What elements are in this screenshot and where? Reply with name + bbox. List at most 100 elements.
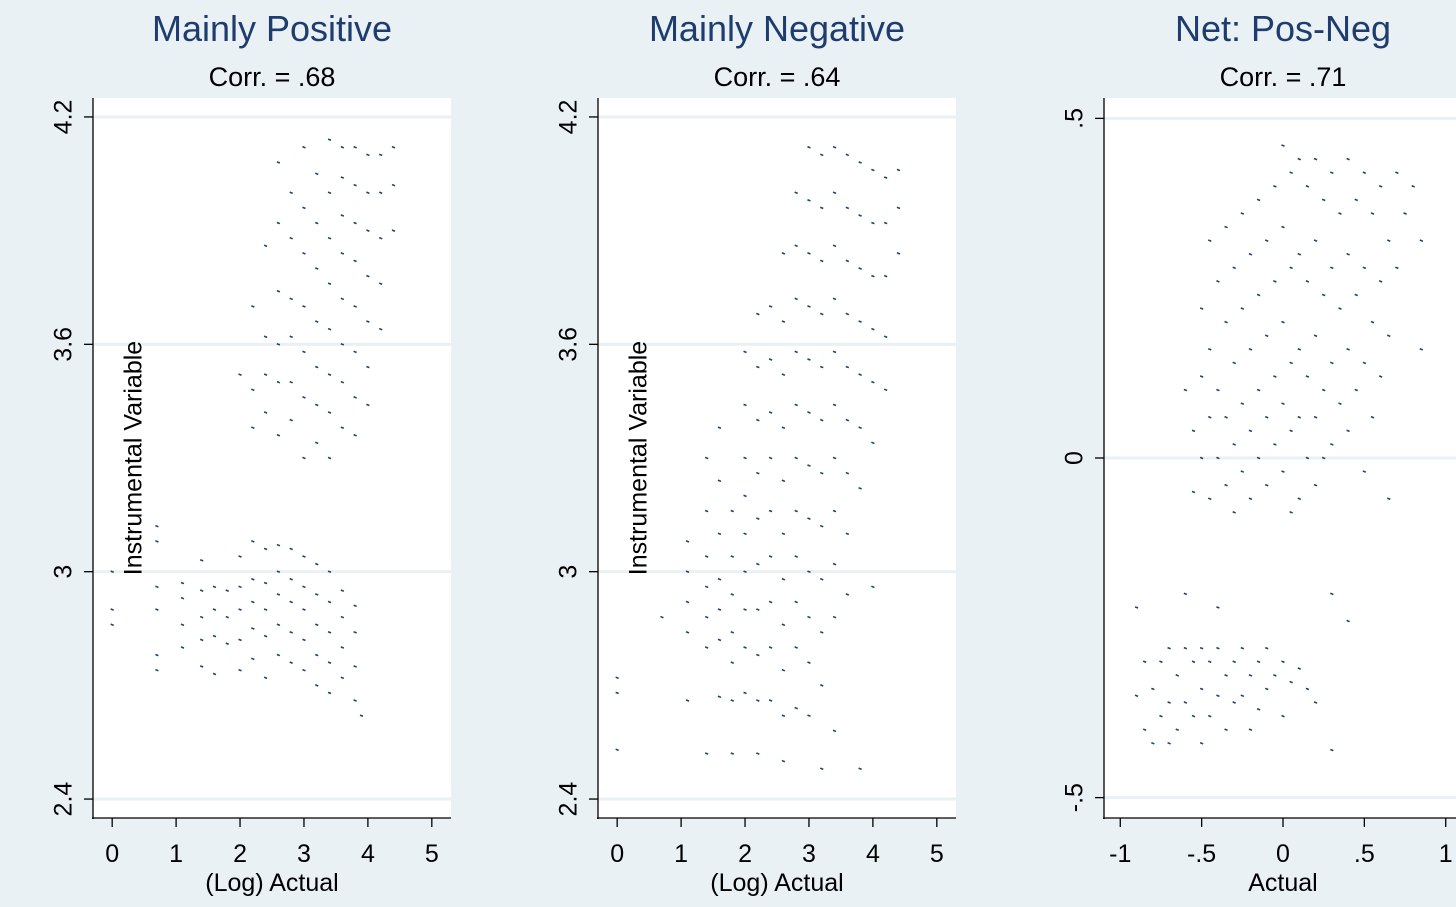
data-point bbox=[276, 380, 281, 384]
data-point bbox=[155, 608, 159, 611]
data-point bbox=[883, 388, 888, 392]
data-point bbox=[819, 524, 824, 528]
data-point bbox=[1240, 402, 1245, 406]
data-point bbox=[359, 714, 364, 718]
data-point bbox=[832, 562, 837, 566]
data-point bbox=[180, 646, 185, 649]
data-point bbox=[743, 570, 747, 574]
data-point bbox=[327, 691, 332, 695]
data-point bbox=[353, 183, 357, 187]
data-point bbox=[1305, 375, 1310, 378]
data-point bbox=[730, 661, 735, 664]
data-point bbox=[756, 312, 760, 316]
data-point bbox=[353, 665, 357, 668]
data-point bbox=[1264, 646, 1269, 650]
data-point bbox=[1224, 674, 1228, 677]
data-point bbox=[353, 630, 357, 634]
data-point bbox=[366, 229, 370, 232]
data-point bbox=[1297, 497, 1302, 501]
data-point bbox=[845, 593, 850, 596]
data-point bbox=[730, 509, 735, 513]
data-point bbox=[1256, 388, 1261, 392]
y-axis-label: Instrumental Variable bbox=[120, 341, 148, 575]
data-point bbox=[327, 600, 332, 604]
data-point bbox=[263, 335, 268, 339]
data-point bbox=[819, 471, 824, 475]
data-point bbox=[302, 585, 306, 589]
data-point bbox=[794, 244, 798, 248]
data-point bbox=[845, 153, 850, 157]
data-point bbox=[314, 653, 319, 657]
data-point bbox=[1240, 307, 1245, 310]
data-point bbox=[704, 752, 709, 755]
data-point bbox=[1191, 429, 1196, 433]
data-point bbox=[340, 646, 345, 649]
data-point bbox=[327, 191, 332, 195]
data-point bbox=[353, 433, 357, 437]
data-point bbox=[1248, 347, 1253, 351]
data-point bbox=[276, 221, 281, 225]
data-point bbox=[1354, 198, 1359, 202]
data-point bbox=[353, 305, 357, 308]
data-point bbox=[1321, 198, 1326, 202]
data-point bbox=[289, 547, 293, 551]
data-point bbox=[794, 600, 798, 604]
data-point bbox=[807, 252, 811, 255]
data-point bbox=[858, 767, 862, 771]
data-point bbox=[1362, 361, 1367, 365]
y-tick-label: 2.4 bbox=[50, 782, 78, 817]
data-point bbox=[1362, 171, 1367, 175]
data-point bbox=[819, 630, 824, 634]
data-point bbox=[1370, 415, 1375, 419]
data-point bbox=[883, 335, 888, 339]
data-point bbox=[314, 172, 319, 176]
data-point bbox=[212, 634, 217, 638]
x-tick-label: 3 bbox=[802, 840, 816, 868]
data-point bbox=[1386, 239, 1391, 242]
data-point bbox=[276, 623, 281, 627]
data-point bbox=[251, 426, 255, 430]
data-point bbox=[366, 153, 370, 157]
data-point bbox=[807, 145, 811, 149]
data-point bbox=[1305, 456, 1310, 460]
data-point bbox=[1395, 266, 1399, 270]
data-point bbox=[858, 161, 862, 164]
data-point bbox=[794, 706, 798, 710]
data-point bbox=[1281, 470, 1285, 473]
data-point bbox=[199, 638, 204, 642]
data-point bbox=[1338, 307, 1342, 310]
data-point bbox=[756, 608, 760, 611]
data-point bbox=[1256, 707, 1261, 711]
data-point bbox=[314, 221, 319, 225]
data-point bbox=[180, 623, 185, 627]
y-tick-label: 0 bbox=[1061, 451, 1089, 465]
data-point bbox=[340, 615, 345, 619]
data-point bbox=[781, 373, 786, 376]
data-point bbox=[1297, 415, 1302, 419]
chart-title: Net: Pos-Neg bbox=[1175, 8, 1391, 49]
data-point bbox=[704, 646, 709, 649]
x-tick-label: 1 bbox=[169, 840, 183, 868]
data-point bbox=[832, 615, 837, 619]
data-point bbox=[340, 676, 345, 680]
x-tick-label: 4 bbox=[866, 840, 880, 868]
data-point bbox=[327, 327, 332, 331]
x-tick-label: 1 bbox=[1439, 840, 1453, 868]
data-point bbox=[1403, 212, 1407, 215]
data-point bbox=[768, 699, 773, 702]
data-point bbox=[289, 577, 293, 581]
data-point bbox=[366, 191, 370, 195]
data-point bbox=[276, 593, 281, 596]
data-point bbox=[340, 145, 345, 149]
plot-area bbox=[93, 98, 451, 818]
data-point bbox=[1297, 347, 1302, 351]
data-point bbox=[1183, 592, 1188, 596]
data-point bbox=[366, 274, 370, 278]
data-point bbox=[1248, 252, 1253, 256]
data-point bbox=[366, 365, 370, 369]
data-point bbox=[1248, 497, 1253, 501]
data-point bbox=[756, 471, 760, 475]
data-point bbox=[1289, 361, 1293, 365]
data-point bbox=[768, 509, 773, 513]
data-point bbox=[314, 365, 319, 369]
